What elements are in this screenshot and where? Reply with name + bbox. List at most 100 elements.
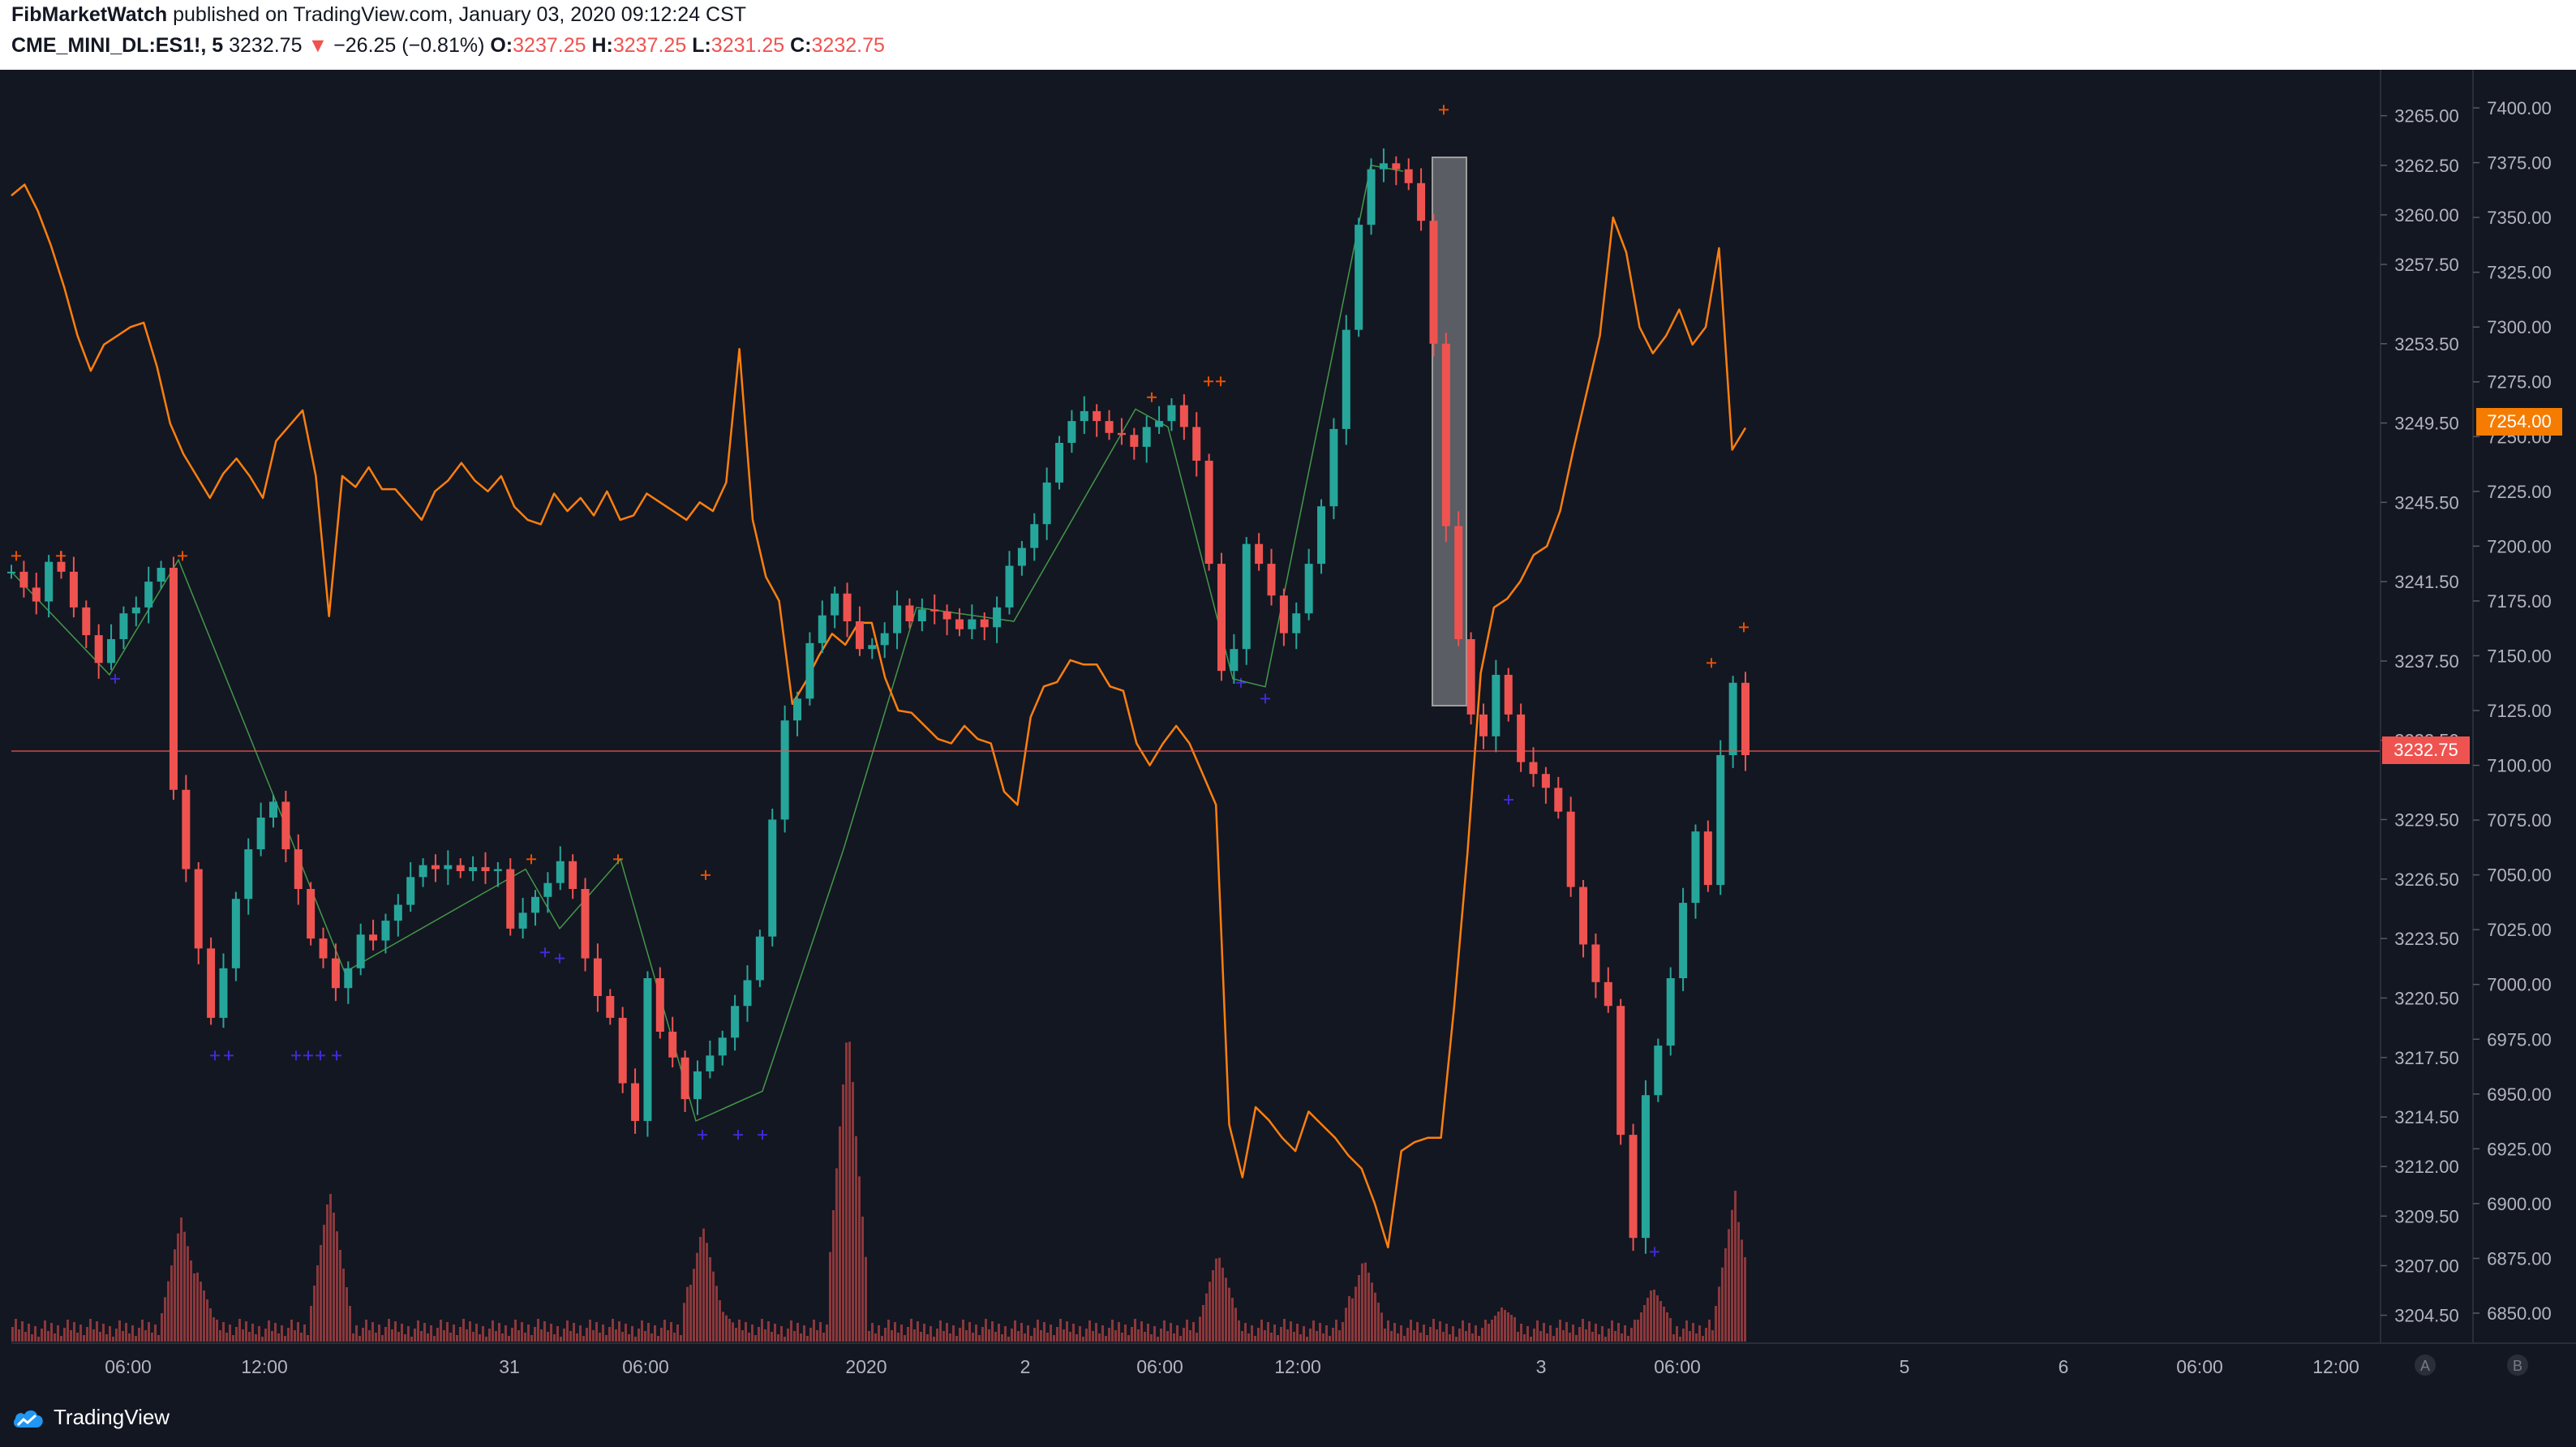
candle-body — [1417, 182, 1426, 221]
volume-bar — [670, 1322, 672, 1342]
price-chart[interactable]: 3265.00 3262.50 3260.00 3257.50 3253.50 3249.… — [0, 70, 2576, 1400]
volume-bar — [741, 1330, 744, 1342]
candle-body — [581, 889, 590, 959]
volume-bar — [183, 1231, 186, 1342]
volume-bar — [368, 1330, 371, 1342]
left-axis-tick: 3223.50 — [2394, 929, 2459, 949]
volume-bar — [926, 1334, 929, 1342]
volume-bar — [949, 1333, 951, 1342]
volume-bar — [829, 1252, 831, 1342]
volume-bar — [933, 1337, 935, 1342]
candle-body — [393, 904, 402, 921]
volume-bar — [15, 1319, 17, 1342]
volume-bar — [255, 1334, 257, 1342]
volume-bar — [1672, 1334, 1675, 1342]
volume-bar — [1403, 1336, 1406, 1342]
right-axis-tick: 7150.00 — [2487, 646, 2552, 666]
volume-bar — [569, 1331, 572, 1342]
volume-bar — [268, 1320, 270, 1342]
volume-bar — [1131, 1327, 1133, 1342]
volume-bar — [865, 1256, 867, 1342]
volume-bar — [1384, 1329, 1386, 1342]
volume-bar — [758, 1327, 760, 1342]
volume-bar — [978, 1335, 981, 1342]
volume-bar — [1079, 1326, 1081, 1342]
volume-bar — [1702, 1336, 1704, 1342]
volume-bar — [161, 1313, 163, 1342]
volume-bar — [274, 1323, 277, 1342]
scale-b-button[interactable]: B — [2507, 1355, 2528, 1376]
volume-bar — [462, 1319, 465, 1342]
author-name[interactable]: FibMarketWatch — [11, 3, 168, 26]
volume-bar — [1695, 1333, 1698, 1342]
candle-body — [1392, 163, 1401, 170]
volume-bar — [1247, 1333, 1250, 1342]
volume-bar — [219, 1330, 221, 1342]
time-axis[interactable]: 06:00 12:00 31 06:00 2020 2 06:00 12:00 3 06:00 5 6… — [105, 1356, 2359, 1377]
volume-bar — [1192, 1322, 1195, 1342]
volume-bar — [543, 1321, 546, 1342]
volume-bar — [1101, 1325, 1104, 1342]
volume-bar — [1017, 1331, 1020, 1342]
volume-bar — [754, 1335, 757, 1342]
candle-body — [1329, 428, 1338, 507]
time-axis-tick: 06:00 — [2176, 1356, 2223, 1377]
time-axis-tick: 31 — [499, 1356, 520, 1377]
volume-bar — [235, 1327, 238, 1342]
volume-bar — [50, 1323, 53, 1342]
tradingview-logo[interactable]: TradingView — [11, 1405, 170, 1430]
volume-bar — [1186, 1320, 1188, 1342]
volume-bar — [1426, 1335, 1428, 1342]
left-axis-tick: 3207.00 — [2394, 1256, 2459, 1276]
candle-body — [843, 593, 852, 621]
volume-bar — [251, 1324, 254, 1342]
volume-bar — [1316, 1331, 1318, 1342]
candle-body — [755, 936, 764, 981]
volume-bar — [1685, 1320, 1688, 1342]
volume-bar — [1556, 1328, 1558, 1342]
candle-body — [107, 639, 116, 663]
candle-body — [569, 861, 577, 889]
volume-bar — [504, 1325, 507, 1342]
volume-bar — [174, 1249, 176, 1342]
orange-line — [11, 183, 1747, 1249]
volume-bar — [1604, 1337, 1607, 1342]
symbol-label[interactable]: CME_MINI_DL:ES1!, 5 — [11, 34, 224, 57]
volume-bar — [650, 1333, 653, 1342]
candle-body — [1192, 427, 1201, 461]
volume-bar — [920, 1332, 922, 1342]
volume-bar — [511, 1328, 513, 1342]
volume-bar — [1218, 1257, 1221, 1342]
right-price-axis[interactable]: 7400.00 7375.00 7350.00 7325.00 7300.00 7275.… — [2473, 98, 2552, 1324]
volume-bar — [11, 1327, 14, 1342]
volume-bar — [514, 1320, 517, 1342]
volume-bar — [277, 1333, 280, 1342]
volume-bar — [261, 1337, 264, 1342]
volume-bar — [1575, 1335, 1578, 1342]
volume-bar — [1611, 1320, 1613, 1342]
volume-bar — [826, 1325, 828, 1342]
candle-body — [1367, 169, 1376, 225]
volume-bar — [1040, 1330, 1042, 1342]
volume-bar — [939, 1320, 942, 1342]
candle-body — [1292, 613, 1301, 633]
volume-bar — [102, 1324, 105, 1342]
volume-bar — [998, 1324, 1000, 1342]
volume-bar — [414, 1329, 416, 1342]
volume-bar — [858, 1176, 861, 1342]
left-axis-tick: 3209.50 — [2394, 1206, 2459, 1226]
volume-bar — [1452, 1326, 1454, 1342]
volume-bar — [1517, 1332, 1519, 1342]
volume-bar — [819, 1322, 822, 1342]
volume-bar — [1578, 1327, 1581, 1342]
left-price-axis[interactable]: 3265.00 3262.50 3260.00 3257.50 3253.50 3249.… — [2381, 106, 2459, 1326]
volume-bar — [365, 1320, 367, 1342]
volume-bar — [1160, 1329, 1162, 1342]
scale-b-label: B — [2513, 1358, 2522, 1374]
auto-scale-button[interactable]: A — [2415, 1355, 2436, 1376]
volume-bar — [1559, 1320, 1561, 1342]
candle-body — [1204, 461, 1213, 565]
left-axis-tick: 3249.50 — [2394, 414, 2459, 434]
volume-bar — [1371, 1282, 1373, 1342]
volume-bar — [1157, 1337, 1159, 1342]
